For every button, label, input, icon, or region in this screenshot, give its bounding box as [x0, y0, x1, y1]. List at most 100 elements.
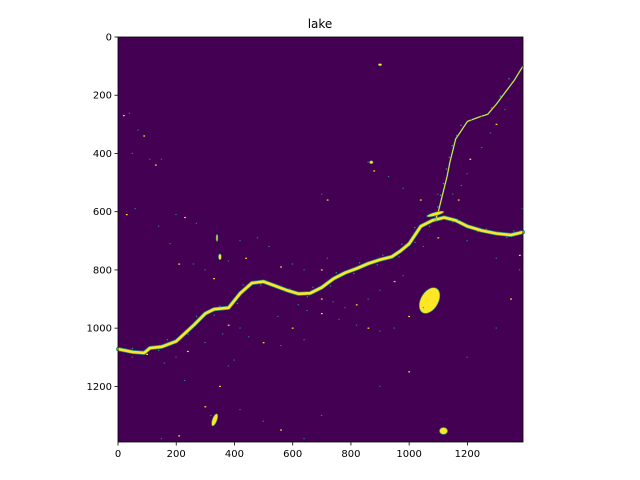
water-speck-52: [175, 356, 177, 358]
river-speck-24: [414, 226, 416, 229]
river-speck-31: [506, 236, 508, 239]
water-speck-82: [422, 246, 425, 248]
river-speck-18: [358, 262, 361, 264]
water-speck-32: [306, 310, 308, 312]
water-speck-90: [320, 298, 323, 300]
water-speck-72: [469, 158, 472, 160]
x-tick-label-6: 1200: [455, 449, 480, 460]
water-speck-43: [303, 339, 305, 341]
branch-speck-9: [445, 168, 448, 170]
branch-speck-10: [442, 182, 445, 185]
branch-speck-5: [460, 124, 462, 127]
water-speck-8: [134, 208, 136, 210]
branch-speck-6: [455, 134, 458, 137]
x-tick-label-5: 1000: [396, 449, 421, 460]
river-branch: [434, 65, 524, 221]
water-speck-69: [457, 199, 460, 201]
water-speck-1: [128, 112, 131, 114]
river-speck-10: [265, 280, 268, 282]
river-speck-28: [457, 219, 460, 222]
branch-speck-4: [470, 118, 473, 121]
river-speck-12: [288, 288, 291, 290]
y-tick-label-6: 1200: [87, 382, 112, 393]
river-speck-16: [335, 272, 337, 274]
heatmap-background: [118, 37, 523, 442]
water-speck-27: [320, 269, 323, 271]
water-speck-77: [521, 208, 524, 210]
water-speck-51: [186, 350, 189, 353]
water-speck-5: [149, 158, 151, 160]
water-speck-26: [303, 269, 305, 271]
water-speck-24: [280, 266, 282, 268]
water-speck-67: [437, 193, 439, 195]
plot-area: [116, 37, 525, 442]
water-speck-18: [213, 278, 215, 280]
water-speck-10: [157, 225, 160, 227]
water-speck-34: [338, 318, 340, 320]
water-speck-58: [210, 414, 212, 416]
river-speck-22: [401, 243, 403, 245]
water-speck-46: [248, 336, 250, 338]
water-speck-84: [393, 280, 396, 283]
branch-speck-1: [499, 95, 502, 98]
water-speck-76: [504, 109, 506, 111]
water-speck-68: [451, 193, 454, 195]
water-speck-92: [227, 365, 230, 367]
river-speck-23: [414, 241, 416, 244]
x-tick-label-2: 400: [225, 449, 244, 460]
axes-frame: [117, 36, 524, 443]
y-tick-label-3: 600: [93, 207, 112, 218]
water-speck-75: [495, 123, 498, 125]
water-speck-66: [419, 199, 422, 201]
water-speck-14: [169, 243, 171, 245]
river-speck-25: [428, 225, 431, 228]
water-speck-12: [184, 216, 186, 219]
branch-speck-3: [480, 115, 483, 117]
water-speck-61: [303, 438, 305, 440]
water-speck-57: [204, 406, 207, 408]
river-speck-14: [312, 286, 314, 289]
water-speck-93: [219, 385, 221, 387]
water-blob-6: [218, 253, 222, 261]
water-speck-31: [297, 304, 299, 306]
water-speck-85: [379, 289, 381, 291]
water-speck-100: [466, 356, 468, 358]
branch-speck-12: [436, 206, 439, 208]
river-speck-30: [485, 228, 487, 230]
water-speck-103: [518, 269, 521, 271]
water-speck-73: [481, 147, 483, 149]
water-speck-42: [291, 327, 294, 329]
water-speck-80: [466, 240, 468, 242]
water-speck-44: [280, 345, 282, 347]
water-speck-37: [379, 330, 381, 332]
water-speck-15: [178, 263, 181, 265]
river-main: [116, 216, 525, 355]
river-speck-21: [398, 256, 400, 258]
river-speck-4: [195, 315, 198, 318]
water-speck-62: [367, 161, 369, 163]
water-blob-5: [377, 63, 383, 67]
water-speck-89: [332, 301, 334, 303]
river-speck-0: [131, 347, 134, 350]
river-speck-13: [306, 296, 309, 298]
water-mask: [116, 63, 525, 440]
water-speck-48: [227, 324, 230, 326]
water-blob-0: [418, 287, 441, 314]
river-speck-1: [158, 349, 160, 352]
water-speck-9: [125, 214, 128, 216]
chart-title: lake: [308, 17, 333, 31]
water-speck-41: [277, 315, 279, 317]
water-speck-11: [175, 214, 177, 216]
water-speck-40: [422, 307, 425, 309]
water-blob-7: [215, 234, 219, 242]
river-speck-29: [476, 230, 479, 233]
water-speck-6: [154, 164, 157, 166]
river-speck-9: [260, 284, 262, 286]
x-tick-label-0: 0: [115, 449, 121, 460]
water-speck-98: [379, 385, 381, 387]
river-speck-7: [236, 302, 239, 305]
water-speck-29: [320, 193, 323, 195]
branch-speck-7: [451, 144, 454, 147]
water-speck-4: [131, 152, 133, 154]
